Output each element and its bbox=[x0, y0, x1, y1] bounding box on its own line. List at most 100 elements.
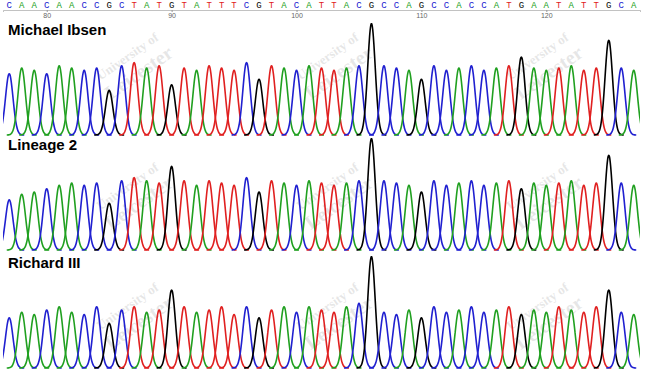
tick-label: 110 bbox=[416, 12, 427, 19]
trace-panel bbox=[3, 24, 640, 135]
tick-label: 120 bbox=[541, 12, 553, 19]
base-letter: A bbox=[69, 1, 75, 11]
base-letter: T bbox=[181, 1, 187, 11]
peak bbox=[494, 307, 524, 368]
peak bbox=[394, 310, 424, 368]
peak bbox=[619, 314, 640, 367]
peak bbox=[94, 323, 124, 368]
peak bbox=[406, 79, 436, 135]
peak bbox=[494, 181, 524, 250]
base-letter: G bbox=[106, 1, 111, 11]
base-letter: C bbox=[7, 1, 13, 11]
base-letter: T bbox=[506, 1, 512, 11]
panel-label: Richard III bbox=[8, 254, 81, 271]
peak bbox=[144, 66, 174, 135]
x-axis: 80 90 100 110 120 bbox=[4, 10, 641, 19]
peak bbox=[581, 307, 611, 368]
base-letter: T bbox=[131, 1, 137, 11]
chart: University ofLeicester University ofLeice… bbox=[0, 0, 646, 373]
base-letter: A bbox=[344, 1, 350, 11]
tick: 100 bbox=[291, 10, 303, 19]
peak bbox=[244, 192, 274, 250]
peak bbox=[594, 155, 624, 250]
peak bbox=[619, 185, 640, 250]
peak bbox=[157, 166, 187, 250]
peak bbox=[157, 85, 187, 135]
watermark: University ofLeicester bbox=[501, 28, 587, 104]
base-letter: C bbox=[119, 1, 125, 11]
peak bbox=[356, 257, 386, 368]
tick-label: 90 bbox=[168, 12, 176, 19]
base-letter: A bbox=[531, 1, 537, 11]
base-letter: T bbox=[331, 1, 337, 11]
base-letter: T bbox=[156, 1, 162, 11]
peak bbox=[344, 66, 374, 135]
base-letter: G bbox=[606, 1, 611, 11]
base-letter: C bbox=[381, 1, 387, 11]
base-letter: T bbox=[219, 1, 225, 11]
panel-label: Michael Ibsen bbox=[8, 21, 106, 38]
peak bbox=[619, 70, 640, 135]
base-letter: C bbox=[431, 1, 437, 11]
base-letter: T bbox=[581, 1, 587, 11]
peak bbox=[506, 57, 536, 135]
base-letter: T bbox=[231, 1, 237, 11]
base-letter: A bbox=[32, 1, 38, 11]
base-calls: CAACAACCGCTATGTATTTCGTACATTACGCCAGCCACCA… bbox=[7, 1, 638, 11]
trace-panel bbox=[3, 257, 640, 368]
peak bbox=[82, 307, 112, 368]
base-letter: T bbox=[206, 1, 212, 11]
trace-panel bbox=[3, 139, 640, 250]
watermark: University ofLeicester bbox=[291, 28, 377, 104]
base-letter: A bbox=[306, 1, 312, 11]
base-letter: C bbox=[469, 1, 475, 11]
peak bbox=[144, 310, 174, 368]
peak bbox=[157, 290, 187, 368]
base-letter: A bbox=[631, 1, 637, 11]
peak bbox=[144, 183, 174, 250]
base-letter: A bbox=[544, 1, 550, 11]
tick: 80 bbox=[43, 10, 51, 19]
base-letter: T bbox=[269, 1, 275, 11]
peak bbox=[32, 74, 62, 135]
peak bbox=[232, 63, 262, 135]
peak bbox=[207, 307, 237, 368]
watermarks: University ofLeicester University ofLeice… bbox=[91, 28, 587, 354]
base-letter: A bbox=[57, 1, 63, 11]
peak bbox=[344, 181, 374, 250]
base-letter: A bbox=[144, 1, 150, 11]
peak bbox=[232, 178, 262, 250]
base-letter: C bbox=[294, 1, 300, 11]
base-letter: C bbox=[444, 1, 450, 11]
peak bbox=[94, 203, 124, 250]
peak bbox=[581, 68, 611, 135]
watermark: University ofLeicester bbox=[91, 28, 177, 104]
base-letter: T bbox=[594, 1, 600, 11]
base-letter: A bbox=[494, 1, 500, 11]
base-letter: C bbox=[94, 1, 100, 11]
peak bbox=[594, 40, 624, 135]
peak bbox=[82, 68, 112, 135]
peak bbox=[219, 314, 249, 367]
base-letter: T bbox=[319, 1, 325, 11]
base-letter: T bbox=[556, 1, 562, 11]
peak bbox=[232, 307, 262, 368]
peak bbox=[494, 66, 524, 135]
peak bbox=[244, 318, 274, 368]
peak bbox=[94, 90, 124, 135]
peak bbox=[69, 314, 99, 367]
tick: 90 bbox=[168, 10, 176, 19]
base-letter: C bbox=[394, 1, 400, 11]
peak bbox=[394, 70, 424, 135]
peak bbox=[82, 183, 112, 250]
base-letter: C bbox=[356, 1, 362, 11]
peak bbox=[244, 79, 274, 135]
base-letter: A bbox=[281, 1, 287, 11]
base-letter: G bbox=[419, 1, 424, 11]
base-letter: G bbox=[256, 1, 261, 11]
base-letter: A bbox=[569, 1, 575, 11]
base-letter: A bbox=[19, 1, 25, 11]
base-letter: G bbox=[169, 1, 174, 11]
base-letter: C bbox=[481, 1, 487, 11]
peak bbox=[594, 290, 624, 368]
